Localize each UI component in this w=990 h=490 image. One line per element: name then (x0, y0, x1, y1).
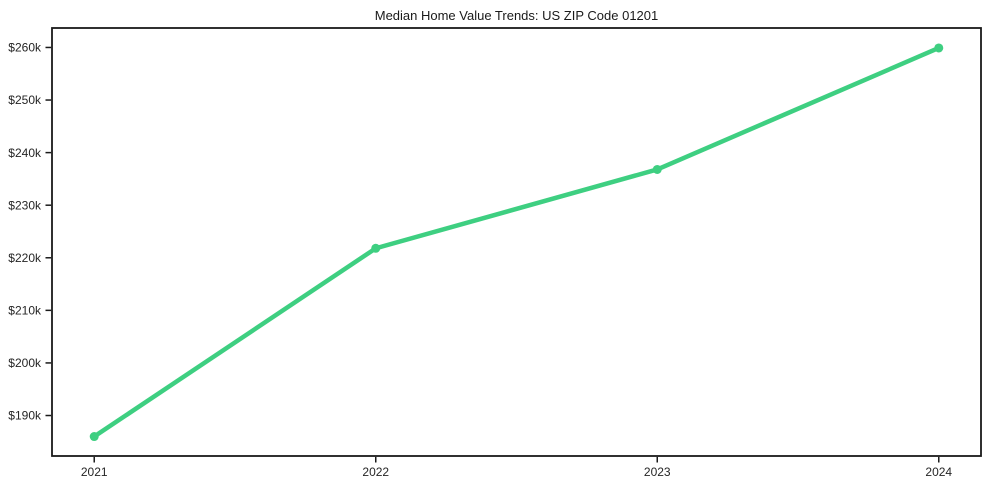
y-tick-label: $220k (8, 251, 42, 265)
x-tick-label: 2023 (644, 465, 671, 479)
y-tick-label: $240k (8, 146, 42, 160)
x-tick-label: 2024 (925, 465, 952, 479)
x-tick-label: 2022 (362, 465, 389, 479)
y-tick-label: $210k (8, 304, 42, 318)
y-tick-label: $260k (8, 41, 42, 55)
trend-line (91, 45, 942, 439)
data-point (371, 243, 381, 253)
data-point (89, 432, 99, 442)
x-tick-label: 2021 (81, 465, 108, 479)
plot-frame (51, 27, 982, 457)
y-tick-label: $230k (8, 198, 42, 212)
y-tick-label: $250k (8, 93, 42, 107)
chart-title: Median Home Value Trends: US ZIP Code 01… (374, 8, 659, 23)
y-tick-label: $200k (8, 356, 42, 370)
data-point (652, 164, 662, 174)
y-tick-label: $190k (8, 409, 42, 423)
data-point (934, 43, 944, 53)
